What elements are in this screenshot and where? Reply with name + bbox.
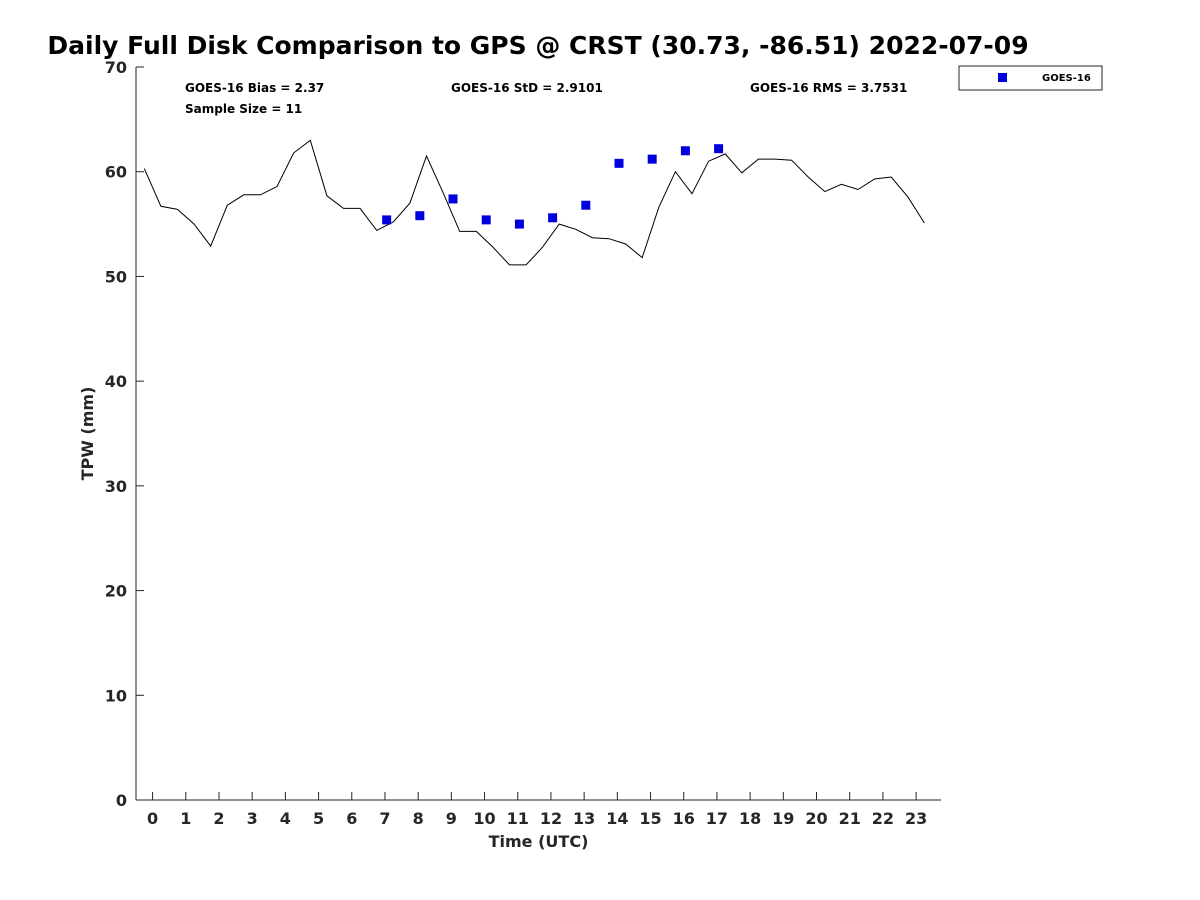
x-tick-label: 13	[573, 809, 595, 828]
goes16-point	[382, 215, 392, 225]
x-tick-label: 20	[805, 809, 827, 828]
x-tick-label: 9	[446, 809, 457, 828]
y-axis-label: TPW (mm)	[78, 387, 97, 481]
goes16-point	[581, 200, 591, 210]
x-tick-label: 8	[413, 809, 424, 828]
x-tick-label: 12	[540, 809, 562, 828]
chart-title: Daily Full Disk Comparison to GPS @ CRST…	[47, 31, 1028, 60]
y-tick-label: 70	[105, 58, 127, 77]
x-tick-label: 19	[772, 809, 794, 828]
x-ticks: 0 1 2 3 4 5 6 7 8 9 10 11 12 13 14 15 16 17 18 19 20 21 22 23	[147, 792, 927, 828]
goes16-point	[680, 146, 690, 156]
y-tick-label: 20	[105, 582, 127, 601]
goes16-point	[614, 158, 624, 168]
legend-label-goes16: GOES-16	[1042, 73, 1091, 84]
x-tick-label: 18	[739, 809, 761, 828]
goes16-point	[548, 213, 558, 223]
goes16-point	[514, 219, 524, 229]
x-tick-label: 2	[213, 809, 224, 828]
y-tick-label: 50	[105, 267, 127, 286]
goes16-point	[647, 154, 657, 164]
x-tick-label: 6	[346, 809, 357, 828]
x-tick-label: 4	[280, 809, 291, 828]
bias-stat: GOES-16 Bias = 2.37	[185, 81, 324, 95]
y-tick-label: 30	[105, 477, 127, 496]
x-axis-label: Time (UTC)	[489, 832, 589, 851]
legend-box	[958, 65, 1103, 91]
axes	[135, 67, 941, 801]
y-tick-label: 0	[116, 791, 127, 810]
x-tick-label: 15	[639, 809, 661, 828]
x-tick-label: 17	[706, 809, 728, 828]
x-tick-label: 16	[673, 809, 695, 828]
gps-tpw-line	[143, 139, 925, 266]
legend: GOES-16	[958, 65, 1103, 91]
x-tick-label: 1	[180, 809, 191, 828]
x-tick-label: 23	[905, 809, 927, 828]
y-ticks: 0 10 20 30 40 50 60 70	[105, 58, 144, 810]
x-tick-label: 5	[313, 809, 324, 828]
sample-size-stat: Sample Size = 11	[185, 102, 302, 116]
legend-marker-goes16	[998, 73, 1007, 82]
x-tick-label: 3	[247, 809, 258, 828]
goes16-point	[714, 144, 724, 154]
x-tick-label: 0	[147, 809, 158, 828]
y-tick-label: 10	[105, 686, 127, 705]
x-tick-label: 21	[839, 809, 861, 828]
goes16-point	[481, 215, 491, 225]
goes16-point	[448, 194, 458, 204]
goes16-point	[415, 211, 425, 221]
x-tick-label: 11	[507, 809, 529, 828]
x-tick-label: 22	[872, 809, 894, 828]
x-tick-label: 14	[606, 809, 628, 828]
y-tick-label: 40	[105, 372, 127, 391]
x-tick-label: 7	[379, 809, 390, 828]
y-tick-label: 60	[105, 163, 127, 182]
x-tick-label: 10	[473, 809, 495, 828]
std-stat: GOES-16 StD = 2.9101	[451, 81, 603, 95]
plot-layer	[143, 139, 925, 266]
rms-stat: GOES-16 RMS = 3.7531	[750, 81, 907, 95]
